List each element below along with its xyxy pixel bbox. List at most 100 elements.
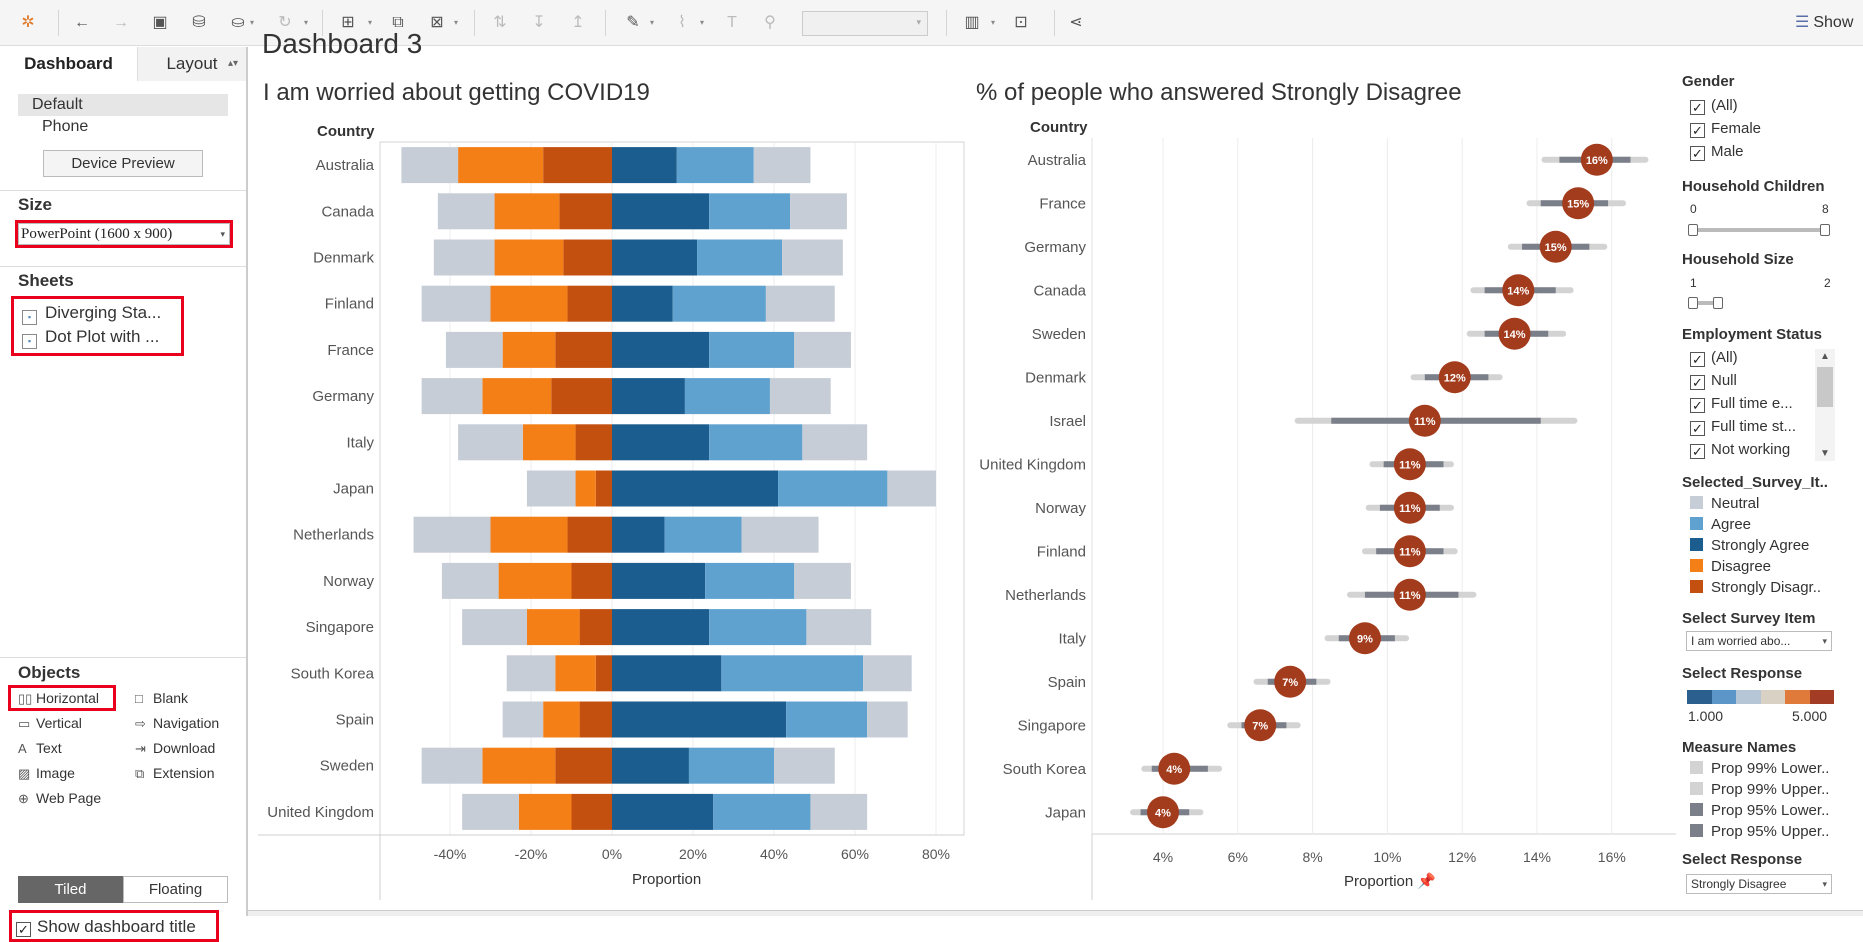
- object-horizontal[interactable]: ▯▯ Horizontal: [18, 688, 99, 708]
- device-phone[interactable]: Phone: [42, 118, 89, 135]
- gender-male-checkbox[interactable]: ✓ Male: [1690, 142, 1744, 162]
- object-extension[interactable]: ⧉ Extension: [135, 763, 214, 783]
- tableau-logo-icon[interactable]: ✲: [21, 14, 35, 31]
- select-response-title: Select Response: [1682, 851, 1803, 868]
- ramp-segment: [1809, 690, 1834, 704]
- object-blank[interactable]: □ Blank: [135, 688, 188, 708]
- duplicate-sheet-icon[interactable]: ⧉: [392, 14, 404, 31]
- country-label: Finland: [1037, 543, 1086, 560]
- response-dropdown[interactable]: Strongly Disagree ▾: [1686, 874, 1832, 894]
- filter-label: Male: [1711, 143, 1744, 160]
- data-point: [1562, 187, 1595, 220]
- employment-scrollbar[interactable]: ▲ ▼: [1815, 349, 1835, 461]
- dot-plot-chart[interactable]: 4% 6% 8% 10% 12% 14% 16% Australia 16% France 15% G…: [970, 136, 1680, 900]
- legend-label: Prop 99% Upper..: [1711, 781, 1830, 798]
- data-point: [1274, 665, 1307, 698]
- survey-item-dropdown[interactable]: I am worried abo... ▾: [1686, 631, 1832, 651]
- sheet-item-diverging[interactable]: ▪ Diverging Sta...: [22, 302, 161, 325]
- refresh-dropdown-icon[interactable]: ▾: [304, 18, 309, 27]
- tab-dashboard[interactable]: Dashboard: [0, 47, 137, 81]
- gender-female-checkbox[interactable]: ✓ Female: [1690, 119, 1761, 139]
- legend-swatch: [1690, 803, 1703, 816]
- show-me-button[interactable]: ☰ Show: [1795, 12, 1853, 32]
- slider-handle-min[interactable]: [1688, 297, 1698, 309]
- legend-label: Strongly Agree: [1711, 537, 1810, 554]
- employment-null-checkbox[interactable]: ✓ Null: [1690, 371, 1737, 391]
- tab-layout[interactable]: Layout ▴▾: [137, 47, 246, 81]
- group-dropdown-icon[interactable]: ▾: [700, 18, 705, 27]
- bar-segment: [571, 562, 612, 599]
- pin-axes-icon[interactable]: ⚲: [764, 14, 776, 31]
- gender-all-checkbox[interactable]: ✓ (All): [1690, 96, 1738, 116]
- new-worksheet-icon[interactable]: ⊞: [341, 14, 355, 31]
- divider: [0, 657, 246, 658]
- object-web-page[interactable]: ⊕ Web Page: [18, 788, 101, 808]
- bar-segment: [612, 516, 665, 553]
- group-members-icon[interactable]: ⌇: [678, 14, 686, 31]
- new-data-source-icon[interactable]: ⛁: [192, 14, 206, 31]
- tiled-button[interactable]: Tiled: [18, 876, 123, 903]
- slider-handle-max[interactable]: [1820, 224, 1830, 236]
- object-label: Image: [36, 765, 75, 781]
- show-title-label: Show dashboard title: [37, 917, 196, 936]
- country-label: United Kingdom: [979, 456, 1086, 473]
- object-navigation[interactable]: ⇨ Navigation: [135, 713, 219, 733]
- slider-handle-min[interactable]: [1688, 224, 1698, 236]
- household-children-slider[interactable]: [1692, 228, 1828, 232]
- country-label: France: [327, 342, 374, 359]
- country-label: Denmark: [313, 250, 374, 267]
- response-color-ramp[interactable]: [1687, 690, 1834, 704]
- pause-dropdown-icon[interactable]: ▾: [250, 18, 255, 27]
- share-icon[interactable]: ⋖: [1069, 14, 1083, 31]
- highlight-dropdown-icon[interactable]: ▾: [650, 18, 655, 27]
- object-vertical[interactable]: ▭ Vertical: [18, 713, 82, 733]
- divider: [0, 190, 246, 191]
- employment-all-checkbox[interactable]: ✓ (All): [1690, 348, 1738, 368]
- sheet-item-dotplot[interactable]: ▪ Dot Plot with ...: [22, 326, 159, 349]
- new-worksheet-dropdown-icon[interactable]: ▾: [368, 18, 373, 27]
- object-download[interactable]: ⇥ Download: [135, 738, 215, 758]
- show-labels-dropdown-icon[interactable]: ▾: [991, 18, 996, 27]
- data-point: [1393, 491, 1426, 524]
- clear-dropdown-icon[interactable]: ▾: [454, 18, 459, 27]
- data-label: 15%: [1567, 198, 1589, 210]
- employment-fulltime-e-checkbox[interactable]: ✓ Full time e...: [1690, 394, 1793, 414]
- slider-handle-max[interactable]: [1713, 297, 1723, 309]
- sort-ascending-icon[interactable]: ↧: [532, 14, 546, 31]
- show-dashboard-title-checkbox[interactable]: ✓ Show dashboard title: [16, 915, 196, 939]
- scroll-up-icon[interactable]: ▲: [1820, 351, 1830, 362]
- employment-fulltime-st-checkbox[interactable]: ✓ Full time st...: [1690, 417, 1796, 437]
- scroll-down-icon[interactable]: ▼: [1820, 448, 1830, 459]
- bar-segment: [612, 701, 787, 738]
- refresh-icon[interactable]: ↻: [278, 14, 292, 31]
- country-label: Sweden: [1032, 326, 1086, 343]
- clear-sheet-icon[interactable]: ⊠: [430, 14, 444, 31]
- bar-segment: [612, 147, 677, 184]
- scroll-thumb[interactable]: [1817, 367, 1833, 407]
- diverging-bar-chart[interactable]: -40% -20% 0% 20% 40% 60% 80% Australia Canada Den…: [258, 140, 966, 900]
- sort-descending-icon[interactable]: ↥: [571, 14, 585, 31]
- left-chart-title: I am worried about getting COVID19: [263, 79, 650, 106]
- highlight-icon[interactable]: ✎: [626, 14, 640, 31]
- fit-dropdown[interactable]: ▾: [802, 11, 928, 36]
- bar-segment: [867, 701, 908, 738]
- employment-not-working-checkbox[interactable]: ✓ Not working: [1690, 440, 1790, 460]
- country-label: Japan: [333, 481, 374, 498]
- household-size-slider[interactable]: [1692, 301, 1722, 305]
- data-label: 14%: [1504, 329, 1526, 341]
- redo-icon[interactable]: →: [113, 14, 129, 31]
- undo-icon[interactable]: ←: [74, 14, 90, 31]
- device-default[interactable]: Default: [18, 94, 228, 116]
- save-icon[interactable]: ▣: [152, 14, 168, 31]
- show-labels-icon[interactable]: ▥: [964, 14, 980, 31]
- size-dropdown[interactable]: PowerPoint (1600 x 900) ▾: [18, 223, 230, 245]
- pause-updates-icon[interactable]: ⛀: [231, 14, 245, 31]
- object-text[interactable]: A Text: [18, 738, 62, 758]
- presentation-mode-icon[interactable]: ⊡: [1014, 14, 1028, 31]
- floating-button[interactable]: Floating: [123, 876, 228, 903]
- show-mark-labels-icon[interactable]: T: [727, 14, 737, 31]
- swap-rows-columns-icon[interactable]: ⇅: [493, 14, 507, 31]
- device-preview-button[interactable]: Device Preview: [43, 150, 203, 177]
- sheets-title: Sheets: [18, 271, 74, 290]
- object-image[interactable]: ▨ Image: [18, 763, 75, 783]
